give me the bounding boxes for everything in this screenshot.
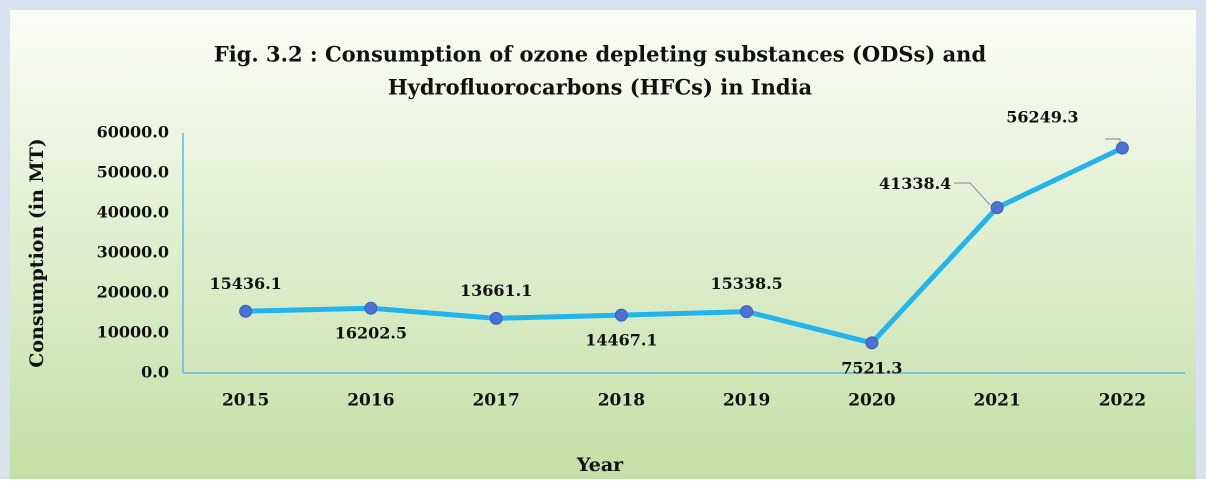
data-label: 14467.1 <box>585 331 657 350</box>
data-point <box>990 201 1004 215</box>
x-tick-label: 2022 <box>1099 391 1146 411</box>
data-point <box>1115 141 1129 155</box>
x-tick-label: 2017 <box>472 391 519 411</box>
x-tick-label: 2018 <box>598 391 645 411</box>
y-tick-label: 40000.0 <box>97 203 169 222</box>
data-point <box>364 301 378 315</box>
x-tick-label: 2021 <box>973 391 1020 411</box>
data-label: 41338.4 <box>879 174 951 193</box>
leader-line <box>954 182 991 206</box>
data-line <box>245 145 1124 346</box>
data-label: 16202.5 <box>335 324 407 343</box>
y-axis-title: Consumption (in MT) <box>26 138 48 367</box>
y-tick-label: 60000.0 <box>97 123 169 142</box>
y-tick-label: 20000.0 <box>97 283 169 302</box>
y-tick-label: 0.0 <box>141 363 169 382</box>
y-tick-label: 30000.0 <box>97 243 169 262</box>
y-tick-label: 50000.0 <box>97 163 169 182</box>
data-label: 15436.1 <box>209 274 281 293</box>
x-tick-label: 2016 <box>347 391 394 411</box>
x-tick-label: 2020 <box>848 391 895 411</box>
chart-title: Fig. 3.2 : Consumption of ozone depletin… <box>214 42 987 67</box>
data-label: 15338.5 <box>710 274 782 293</box>
data-label: 13661.1 <box>460 281 532 300</box>
data-label: 56249.3 <box>1006 108 1078 127</box>
data-point <box>489 311 503 325</box>
x-tick-label: 2015 <box>222 391 269 411</box>
data-point <box>614 308 628 322</box>
data-point <box>740 305 754 319</box>
plot-panel <box>10 10 1196 479</box>
data-point <box>239 304 253 318</box>
x-tick-label: 2019 <box>723 391 770 411</box>
data-point <box>865 336 879 350</box>
chart-title: Hydrofluorocarbons (HFCs) in India <box>388 75 813 100</box>
y-tick-label: 10000.0 <box>97 323 169 342</box>
x-axis-title: Year <box>576 454 624 476</box>
data-label: 7521.3 <box>841 358 902 377</box>
